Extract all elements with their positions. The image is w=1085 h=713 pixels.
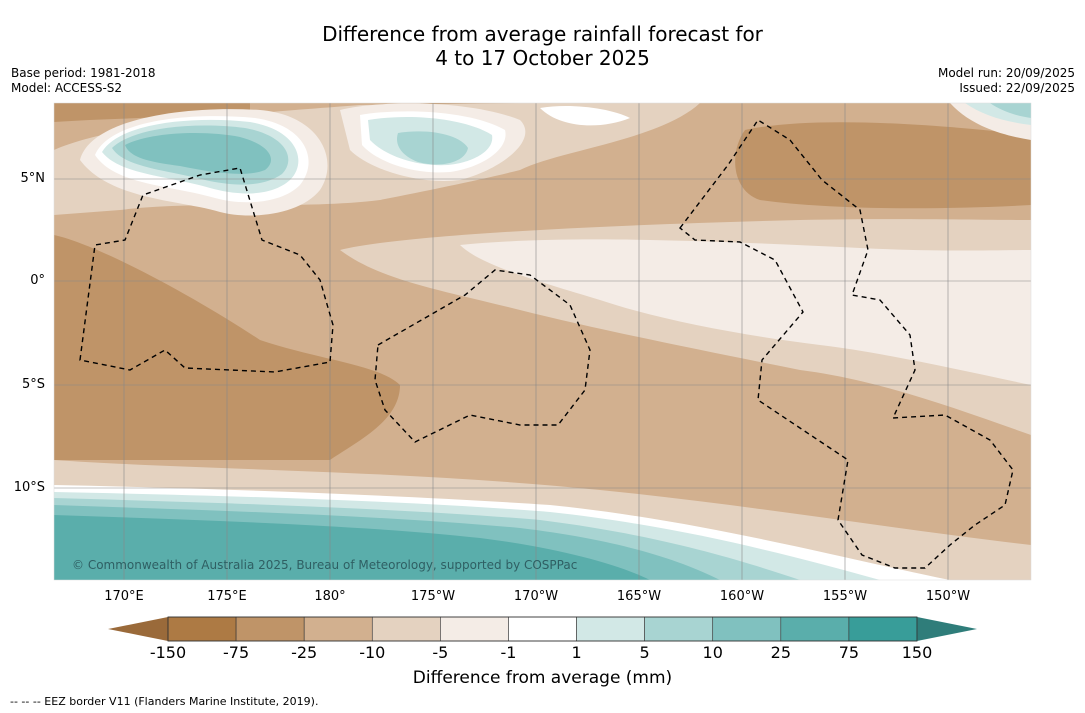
model-text: Model: ACCESS-S2 — [11, 81, 123, 95]
base-period-text: Base period: 1981-2018 — [11, 66, 156, 80]
lon-label-160w: 160°W — [719, 589, 765, 604]
lon-label-150w: 150°W — [925, 589, 971, 604]
colorbar-segment — [167, 616, 237, 642]
colorbar-segment — [848, 616, 918, 642]
lat-label-0: 0° — [30, 273, 45, 288]
colorbar-tick-label: -25 — [291, 643, 318, 662]
colorbar — [108, 616, 977, 642]
colorbar-segment — [303, 616, 373, 642]
colorbar-tick-label: 10 — [702, 643, 723, 662]
colorbar-segment — [644, 616, 714, 642]
colorbar-tick-label: -5 — [432, 643, 449, 662]
colorbar-segment — [508, 616, 577, 642]
colorbar-segment — [440, 616, 509, 642]
map-title-line1: Difference from average rainfall forecas… — [322, 22, 763, 46]
lon-label-170w: 170°W — [513, 589, 559, 604]
lon-label-175w: 175°W — [410, 589, 456, 604]
lon-label-155w: 155°W — [822, 589, 868, 604]
eez-legend-note: -- -- -- EEZ border V11 (Flanders Marine… — [10, 695, 319, 708]
lat-label-10s: 10°S — [13, 480, 45, 495]
lon-label-165w: 165°W — [616, 589, 662, 604]
colorbar-tick-label: -75 — [223, 643, 250, 662]
eez-borders — [79, 119, 1014, 569]
model-run-text: Model run: 20/09/2025 — [937, 66, 1075, 80]
colorbar-segment — [712, 616, 782, 642]
colorbar-segment — [371, 616, 441, 642]
colorbar-tick-label: 75 — [838, 643, 860, 662]
colorbar-tick-label: 150 — [901, 643, 933, 662]
colorbar-tick-label: -1 — [500, 643, 517, 662]
map-title-line2: 4 to 17 October 2025 — [435, 46, 650, 70]
lon-label-175e: 175°E — [207, 589, 247, 604]
colorbar-tick-label: -10 — [359, 643, 386, 662]
lon-label-170e: 170°E — [104, 589, 144, 604]
colorbar-segment — [576, 616, 645, 642]
colorbar-tick-label: 5 — [639, 643, 650, 662]
colorbar-high-arrow — [917, 617, 977, 641]
colorbar-low-arrow — [108, 617, 168, 641]
colorbar-segment — [780, 616, 850, 642]
colorbar-tick-label: -150 — [149, 643, 187, 662]
lat-label-5n: 5°N — [20, 171, 46, 186]
colorbar-tick-label: 25 — [770, 643, 791, 662]
colorbar-title: Difference from average (mm) — [412, 668, 673, 688]
lat-label-5s: 5°S — [21, 377, 45, 392]
issued-text: Issued: 22/09/2025 — [959, 81, 1075, 95]
rainfall-anomaly-field — [54, 103, 1031, 580]
colorbar-segment — [235, 616, 305, 642]
colorbar-tick-label: 1 — [571, 643, 582, 662]
copyright-text: © Commonwealth of Australia 2025, Bureau… — [72, 558, 578, 572]
lon-label-180: 180° — [314, 589, 346, 604]
